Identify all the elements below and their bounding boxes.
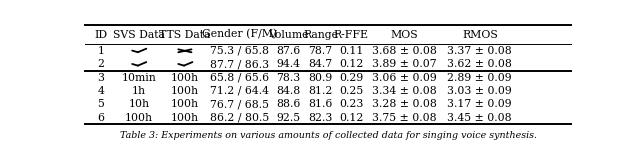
Text: 84.8: 84.8 xyxy=(276,86,300,96)
Text: 10h: 10h xyxy=(128,99,149,109)
Text: MOS: MOS xyxy=(390,29,418,39)
Text: 71.2 / 64.4: 71.2 / 64.4 xyxy=(210,86,269,96)
Text: ID: ID xyxy=(94,29,108,39)
Text: 10min: 10min xyxy=(122,73,156,83)
Text: 92.5: 92.5 xyxy=(276,113,300,123)
Text: TTS Data: TTS Data xyxy=(159,29,211,39)
Text: 78.3: 78.3 xyxy=(276,73,300,83)
Text: 80.9: 80.9 xyxy=(308,73,333,83)
Text: Table 3: Experiments on various amounts of collected data for singing voice synt: Table 3: Experiments on various amounts … xyxy=(120,131,536,140)
Text: 2.89 ± 0.09: 2.89 ± 0.09 xyxy=(447,73,512,83)
Text: 88.6: 88.6 xyxy=(276,99,301,109)
Text: 94.4: 94.4 xyxy=(276,59,300,69)
Text: 100h: 100h xyxy=(171,113,199,123)
Text: 84.7: 84.7 xyxy=(308,59,333,69)
Text: 100h: 100h xyxy=(171,73,199,83)
Text: 82.3: 82.3 xyxy=(308,113,333,123)
Text: 5: 5 xyxy=(97,99,104,109)
Text: R-FFE: R-FFE xyxy=(333,29,369,39)
Text: 1h: 1h xyxy=(132,86,146,96)
Text: 3.17 ± 0.09: 3.17 ± 0.09 xyxy=(447,99,512,109)
Text: 2: 2 xyxy=(97,59,104,69)
Text: 76.7 / 68.5: 76.7 / 68.5 xyxy=(210,99,269,109)
Text: 100h: 100h xyxy=(125,113,153,123)
Text: 3.62 ± 0.08: 3.62 ± 0.08 xyxy=(447,59,512,69)
Text: 65.8 / 65.6: 65.8 / 65.6 xyxy=(210,73,269,83)
Text: Range: Range xyxy=(303,29,338,39)
Text: 81.2: 81.2 xyxy=(308,86,333,96)
Text: 3.68 ± 0.08: 3.68 ± 0.08 xyxy=(372,46,437,56)
Text: 87.6: 87.6 xyxy=(276,46,300,56)
Text: Volume: Volume xyxy=(268,29,308,39)
Text: 3.34 ± 0.08: 3.34 ± 0.08 xyxy=(372,86,436,96)
Text: 3: 3 xyxy=(97,73,104,83)
Text: 78.7: 78.7 xyxy=(308,46,333,56)
Text: 87.7 / 86.3: 87.7 / 86.3 xyxy=(210,59,269,69)
Text: 0.25: 0.25 xyxy=(339,86,363,96)
Text: 3.89 ± 0.07: 3.89 ± 0.07 xyxy=(372,59,436,69)
Text: 75.3 / 65.8: 75.3 / 65.8 xyxy=(210,46,269,56)
Text: 100h: 100h xyxy=(171,99,199,109)
Text: 0.23: 0.23 xyxy=(339,99,364,109)
Text: 3.06 ± 0.09: 3.06 ± 0.09 xyxy=(372,73,436,83)
Text: 1: 1 xyxy=(97,46,104,56)
Text: 0.11: 0.11 xyxy=(339,46,364,56)
Text: 3.03 ± 0.09: 3.03 ± 0.09 xyxy=(447,86,512,96)
Text: 3.37 ± 0.08: 3.37 ± 0.08 xyxy=(447,46,512,56)
Text: RMOS: RMOS xyxy=(462,29,498,39)
Text: 100h: 100h xyxy=(171,86,199,96)
Text: 3.45 ± 0.08: 3.45 ± 0.08 xyxy=(447,113,512,123)
Text: 4: 4 xyxy=(97,86,104,96)
Text: SVS Data: SVS Data xyxy=(113,29,164,39)
Text: 0.12: 0.12 xyxy=(339,59,364,69)
Text: Gender (F/M): Gender (F/M) xyxy=(202,29,277,40)
Text: 6: 6 xyxy=(97,113,104,123)
Text: 0.12: 0.12 xyxy=(339,113,364,123)
Text: 81.6: 81.6 xyxy=(308,99,333,109)
Text: 0.29: 0.29 xyxy=(339,73,363,83)
Text: 3.28 ± 0.08: 3.28 ± 0.08 xyxy=(372,99,437,109)
Text: 86.2 / 80.5: 86.2 / 80.5 xyxy=(210,113,269,123)
Text: 3.75 ± 0.08: 3.75 ± 0.08 xyxy=(372,113,436,123)
